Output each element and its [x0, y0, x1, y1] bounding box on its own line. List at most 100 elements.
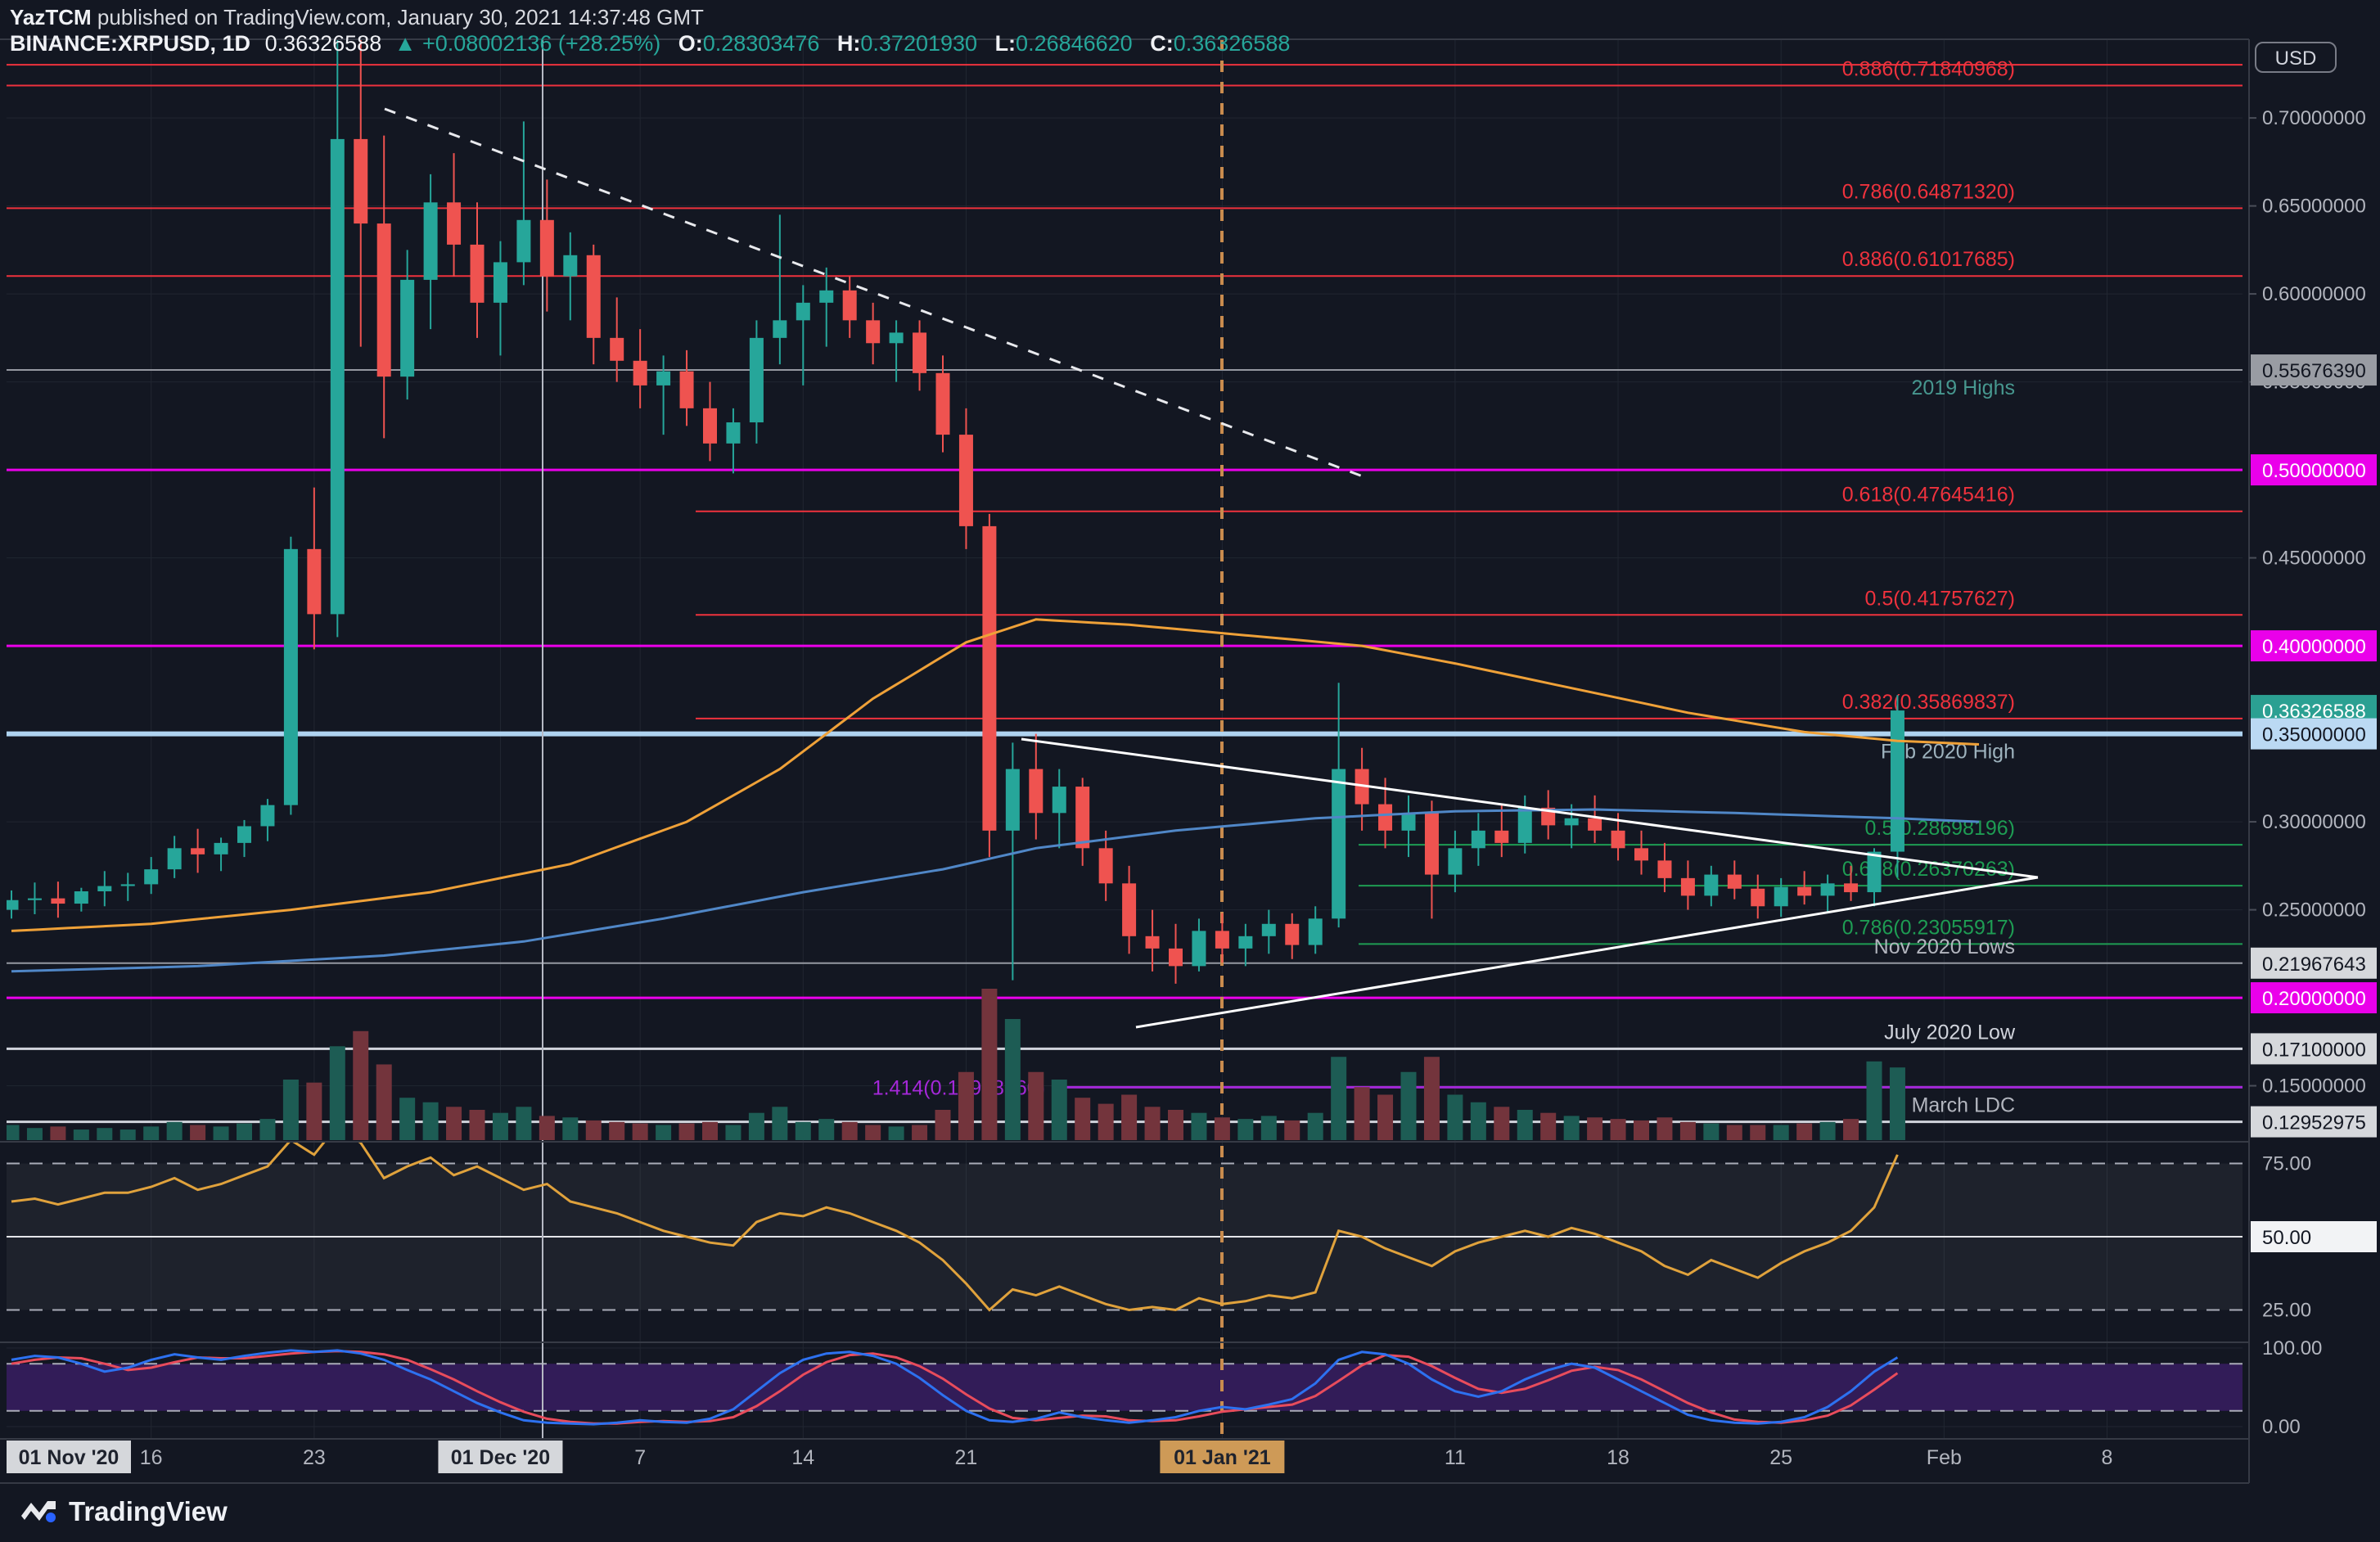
candle [1517, 807, 1532, 843]
candle [958, 435, 973, 526]
candle [191, 848, 205, 854]
tradingview-logo-row[interactable]: TradingView [20, 1493, 228, 1531]
time-axis-label: 16 [140, 1446, 163, 1469]
candle [51, 898, 65, 904]
volume-bar [399, 1098, 416, 1140]
volume-bar [702, 1121, 718, 1140]
price-axis-label: 0.65000000 [2262, 196, 2366, 218]
volume-bar [282, 1080, 299, 1140]
candle [866, 320, 881, 344]
tradingview-logo-icon [21, 1501, 56, 1522]
volume-bar [1377, 1094, 1394, 1140]
volume-bar [1843, 1119, 1859, 1140]
candle [913, 332, 927, 373]
candle [423, 202, 438, 280]
candle [1098, 848, 1113, 884]
candle [889, 332, 904, 344]
time-axis-label: 21 [955, 1446, 978, 1469]
candle [586, 255, 601, 338]
time-axis-label: 11 [1445, 1446, 1466, 1469]
volume-bar [119, 1129, 136, 1140]
candle [1727, 874, 1742, 889]
time-axis-badge-label: 01 Nov '20 [19, 1446, 119, 1469]
volume-bar [1470, 1102, 1486, 1140]
volume-bar [1773, 1125, 1789, 1140]
symbol-info-row: BINANCE:XRPUSD, 1D 0.36326588 ▲ +0.08002… [10, 31, 1290, 56]
price-axis-label: 0.25000000 [2262, 900, 2366, 922]
volume-bar [1657, 1117, 1673, 1140]
price-change: ▲ +0.08002136 (+28.25%) [394, 31, 661, 56]
candle [1215, 931, 1229, 949]
volume-bar [562, 1117, 579, 1140]
time-axis-label: 18 [1607, 1446, 1629, 1469]
time-axis-badge-label: 01 Dec '20 [451, 1446, 550, 1469]
volume-bar [772, 1107, 788, 1140]
rsi-axis-label: 25.00 [2262, 1300, 2311, 1322]
time-axis-label: Feb [1927, 1446, 1962, 1469]
time-axis-label: 14 [791, 1446, 814, 1469]
candle [27, 898, 42, 900]
volume-bar [1726, 1125, 1742, 1140]
price-badge-label: 0.40000000 [2262, 636, 2366, 658]
volume-bar [1331, 1057, 1347, 1140]
candle [1704, 874, 1719, 896]
candle [1401, 813, 1416, 831]
candle [1169, 948, 1183, 967]
volume-bar [492, 1112, 508, 1140]
candle [726, 422, 741, 444]
candle [330, 138, 345, 615]
price-badge [2251, 630, 2377, 662]
candle [1285, 923, 1300, 945]
candle [1332, 769, 1346, 919]
volume-bar [1237, 1119, 1254, 1140]
candle [470, 244, 485, 303]
volume-bar [237, 1123, 252, 1140]
candle [1261, 923, 1276, 936]
ma-slow-line [11, 808, 1980, 973]
volume-bar [795, 1121, 811, 1140]
volume-bar [1889, 1067, 1905, 1140]
last-price: 0.36326588 [264, 31, 382, 56]
price-badge [2251, 718, 2377, 750]
candle [1634, 848, 1648, 861]
price-badge-label: 0.12952975 [2262, 1112, 2366, 1134]
price-axis-label: 0.15000000 [2262, 1075, 2366, 1098]
rsi-badge [2251, 1221, 2377, 1252]
candle [679, 371, 694, 408]
volume-bar [422, 1102, 439, 1140]
fib-label: 0.382(0.35869837) [1842, 691, 2015, 714]
price-badge [2251, 454, 2377, 486]
candle [1680, 877, 1695, 896]
volume-bar [1819, 1121, 1836, 1140]
candle [1192, 931, 1206, 967]
price-axis-label: 0.70000000 [2262, 107, 2366, 129]
volume-bar [166, 1121, 183, 1140]
volume-bar [26, 1128, 43, 1140]
volume-bar [981, 989, 998, 1140]
level-label: July 2020 Low [1884, 1021, 2016, 1044]
volume-bar [912, 1125, 928, 1140]
volume-bar [97, 1128, 113, 1140]
candle [633, 360, 647, 386]
price-badge-label: 0.35000000 [2262, 724, 2366, 746]
candle [74, 890, 88, 904]
tradingview-logo-text: TradingView [69, 1496, 228, 1526]
volume-bar [841, 1121, 858, 1140]
candle [237, 826, 251, 843]
candle [1424, 813, 1439, 875]
price-axis[interactable]: USD0.700000000.650000000.600000000.55000… [2249, 42, 2377, 1438]
volume-bar [1703, 1123, 1720, 1140]
byline-text: published on TradingView.com, January 30… [91, 5, 704, 29]
volume-bar [935, 1110, 951, 1140]
volume-bar [1423, 1057, 1440, 1140]
volume-bar [353, 1030, 369, 1140]
rsi-pane [7, 1162, 2243, 1311]
time-axis[interactable]: 16 23 01 Dec '20 7 14 21 01 Jan '21 11 18 25 Feb 8 0… [7, 1441, 2112, 1473]
volume-bar [516, 1107, 532, 1140]
volume-bar [1866, 1061, 1882, 1140]
volume-bar [1563, 1116, 1580, 1140]
volume-bar [446, 1107, 462, 1140]
time-axis-badge-label: 01 Jan '21 [1174, 1446, 1271, 1469]
